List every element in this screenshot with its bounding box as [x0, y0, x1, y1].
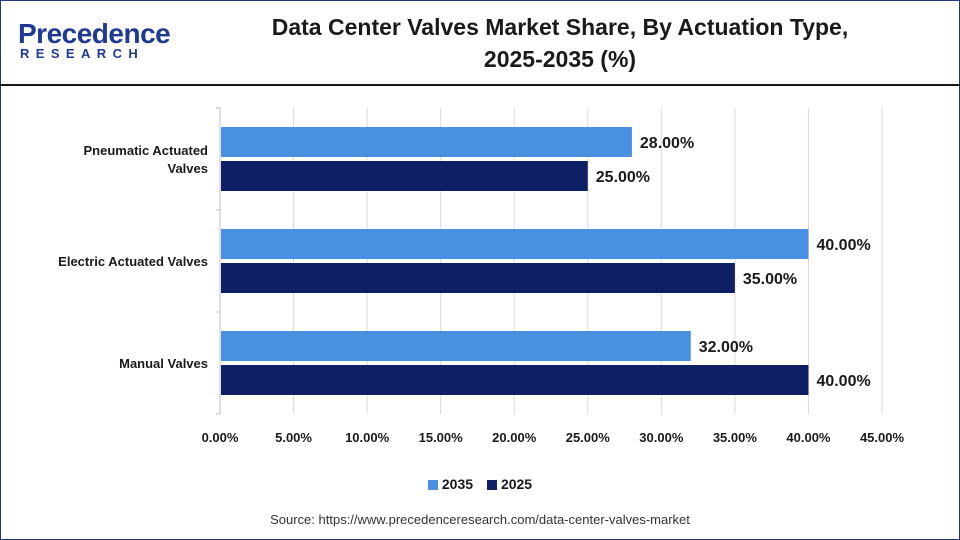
chart-header: Precedence RESEARCH Data Center Valves M…	[0, 0, 960, 86]
chart-title-line-2: 2025-2035 (%)	[483, 46, 637, 72]
data-label-2035-2: 32.00%	[699, 339, 753, 356]
x-tick-label-15: 15.00%	[419, 430, 464, 445]
category-label-0-line-0: Pneumatic Actuated	[84, 143, 209, 158]
bar-2035-1	[221, 229, 809, 259]
x-tick-label-35: 35.00%	[713, 430, 758, 445]
x-tick-label-10: 10.00%	[345, 430, 390, 445]
x-tick-label-45: 45.00%	[860, 430, 905, 445]
x-tick-label-25: 25.00%	[566, 430, 611, 445]
legend-item-2035: 2035	[427, 476, 474, 492]
brand-logo: Precedence	[18, 18, 171, 49]
data-label-2035-1: 40.00%	[816, 237, 870, 254]
source-note: Source: https://www.precedenceresearch.c…	[270, 512, 690, 527]
bar-2025-1	[221, 263, 735, 293]
x-tick-label-20: 20.00%	[492, 430, 537, 445]
category-label-1-line-0: Electric Actuated Valves	[58, 254, 208, 269]
legend-label-2025: 2025	[500, 476, 533, 492]
bar-2035-2	[221, 331, 691, 361]
data-label-2035-0: 28.00%	[640, 135, 694, 152]
bar-chart: 28.00% 25.00% Pneumatic Actuated Valves 40.0…	[58, 107, 905, 445]
brand-logo-subtext: RESEARCH	[20, 46, 145, 61]
legend-swatch-2025	[486, 480, 497, 490]
legend-item-2025: 2025	[486, 476, 533, 492]
data-label-2025-0: 25.00%	[596, 169, 650, 186]
x-tick-label-5: 5.00%	[275, 430, 312, 445]
category-label-2-line-0: Manual Valves	[119, 356, 208, 371]
x-tick-label-40: 40.00%	[786, 430, 831, 445]
bar-2025-0	[221, 161, 588, 191]
chart-title-line-1: Data Center Valves Market Share, By Actu…	[271, 14, 849, 40]
bar-2035-0	[221, 127, 632, 157]
legend-swatch-2035	[427, 480, 438, 490]
x-tick-label-30: 30.00%	[639, 430, 684, 445]
legend: 2035 2025	[0, 476, 960, 492]
legend-label-2035: 2035	[441, 476, 474, 492]
category-label-0-line-1: Valves	[168, 161, 209, 176]
data-label-2025-2: 40.00%	[816, 373, 870, 390]
x-tick-label-0: 0.00%	[202, 430, 239, 445]
bar-2025-2	[221, 365, 809, 395]
data-label-2025-1: 35.00%	[743, 271, 797, 288]
